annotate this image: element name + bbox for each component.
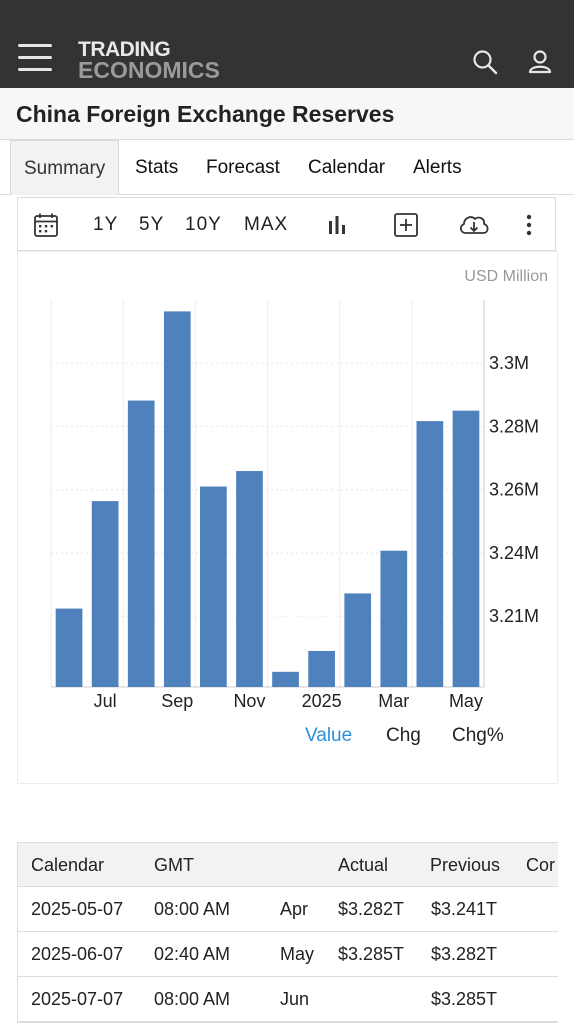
legend-value[interactable]: Value	[305, 725, 353, 746]
y-tick-label: 3.28M	[489, 416, 539, 436]
table-row: 2025-05-07 08:00 AM Apr $3.282T $3.241T	[18, 887, 558, 932]
row-previous: $3.282T	[431, 944, 498, 964]
row-time: 08:00 AM	[154, 899, 231, 919]
bar-2025-05	[452, 410, 480, 687]
header-previous: Previous	[430, 855, 501, 875]
bar-2025-04	[416, 421, 444, 687]
table-row: 2025-06-07 02:40 AM May $3.285T $3.282T	[18, 932, 558, 977]
x-tick-label: 2025	[302, 691, 342, 711]
header-gmt: GMT	[154, 855, 194, 875]
bar-2024-10	[200, 486, 227, 687]
title-bar: China Foreign Exchange Reserves	[0, 88, 574, 140]
row-date: 2025-06-07	[31, 944, 124, 964]
row-actual: $3.285T	[338, 944, 405, 964]
row-date: 2025-05-07	[31, 899, 124, 919]
bar-2024-11	[236, 471, 263, 687]
cloud-download-icon[interactable]	[457, 212, 491, 238]
tab-calendar[interactable]: Calendar	[308, 157, 386, 178]
bar-2024-08	[127, 400, 155, 687]
bar-2024-09	[163, 311, 191, 687]
bar-2025-01	[308, 650, 335, 687]
logo-line-1: TRADING	[78, 38, 171, 61]
row-previous: $3.285T	[431, 989, 498, 1009]
bar-2024-12	[272, 671, 299, 687]
y-tick-label: 3.3M	[489, 353, 529, 373]
range-5y-button[interactable]: 5Y	[139, 214, 165, 235]
bar-chart: USD Million 3.21M 3.24M 3.26M 3.28M 3.3M Jul Se…	[50, 268, 548, 711]
table-header-row: Calendar GMT Actual Previous Cor	[18, 843, 558, 887]
x-tick-label: Mar	[378, 691, 409, 711]
x-tick-label: Sep	[161, 691, 193, 711]
row-reference: May	[280, 944, 315, 964]
tab-stats[interactable]: Stats	[135, 157, 179, 178]
legend-chg-percent[interactable]: Chg%	[452, 725, 504, 746]
bar-2024-06	[55, 608, 83, 687]
y-tick-label: 3.26M	[489, 480, 539, 500]
header-actual: Actual	[338, 855, 389, 875]
table-row: 2025-07-07 08:00 AM Jun $3.285T	[18, 977, 558, 1022]
bar-chart-icon[interactable]	[324, 212, 350, 238]
user-icon[interactable]	[526, 48, 554, 76]
y-tick-label: 3.21M	[489, 606, 539, 626]
x-tick-label: May	[449, 691, 483, 711]
logo-line-2: ECONOMICS	[78, 57, 220, 83]
search-icon[interactable]	[471, 48, 499, 76]
tab-summary[interactable]: Summary	[10, 140, 120, 195]
chart-toolbar: 1Y 5Y 10Y MAX	[17, 197, 556, 251]
header-consensus: Cor	[526, 855, 556, 875]
range-10y-button[interactable]: 10Y	[185, 214, 222, 235]
more-vertical-icon[interactable]	[518, 212, 540, 238]
x-tick-label: Nov	[233, 691, 265, 711]
hamburger-menu-icon[interactable]	[18, 44, 52, 72]
top-bar: TRADING ECONOMICS	[0, 0, 574, 88]
row-time: 08:00 AM	[154, 989, 231, 1009]
bar-2025-03	[380, 550, 408, 687]
row-date: 2025-07-07	[31, 989, 124, 1009]
legend-chg[interactable]: Chg	[386, 725, 421, 746]
logo[interactable]: TRADING ECONOMICS	[78, 38, 220, 83]
page-title: China Foreign Exchange Reserves	[16, 101, 395, 127]
x-tick-label: Jul	[94, 691, 117, 711]
y-tick-label: 3.24M	[489, 543, 539, 563]
tab-forecast[interactable]: Forecast	[206, 157, 280, 178]
plus-box-icon[interactable]	[393, 212, 419, 238]
row-reference: Apr	[280, 899, 309, 919]
tab-bar: Summary Stats Forecast Calendar Alerts	[0, 140, 574, 195]
unit-label: USD Million	[464, 268, 548, 285]
bar-2025-02	[344, 593, 372, 687]
tab-alerts[interactable]: Alerts	[413, 157, 462, 178]
calendar-icon[interactable]	[33, 212, 59, 238]
header-calendar: Calendar	[31, 855, 105, 875]
range-1y-button[interactable]: 1Y	[93, 214, 119, 235]
row-reference: Jun	[280, 989, 310, 1009]
calendar-table: Calendar GMT Actual Previous Cor 2025-05…	[17, 842, 558, 1023]
bar-2024-07	[91, 501, 119, 687]
chart-card: USD Million 3.21M 3.24M 3.26M 3.28M 3.3M Jul Se…	[17, 251, 558, 784]
row-actual: $3.282T	[338, 899, 405, 919]
range-max-button[interactable]: MAX	[244, 214, 289, 235]
row-previous: $3.241T	[431, 899, 498, 919]
row-time: 02:40 AM	[154, 944, 231, 964]
